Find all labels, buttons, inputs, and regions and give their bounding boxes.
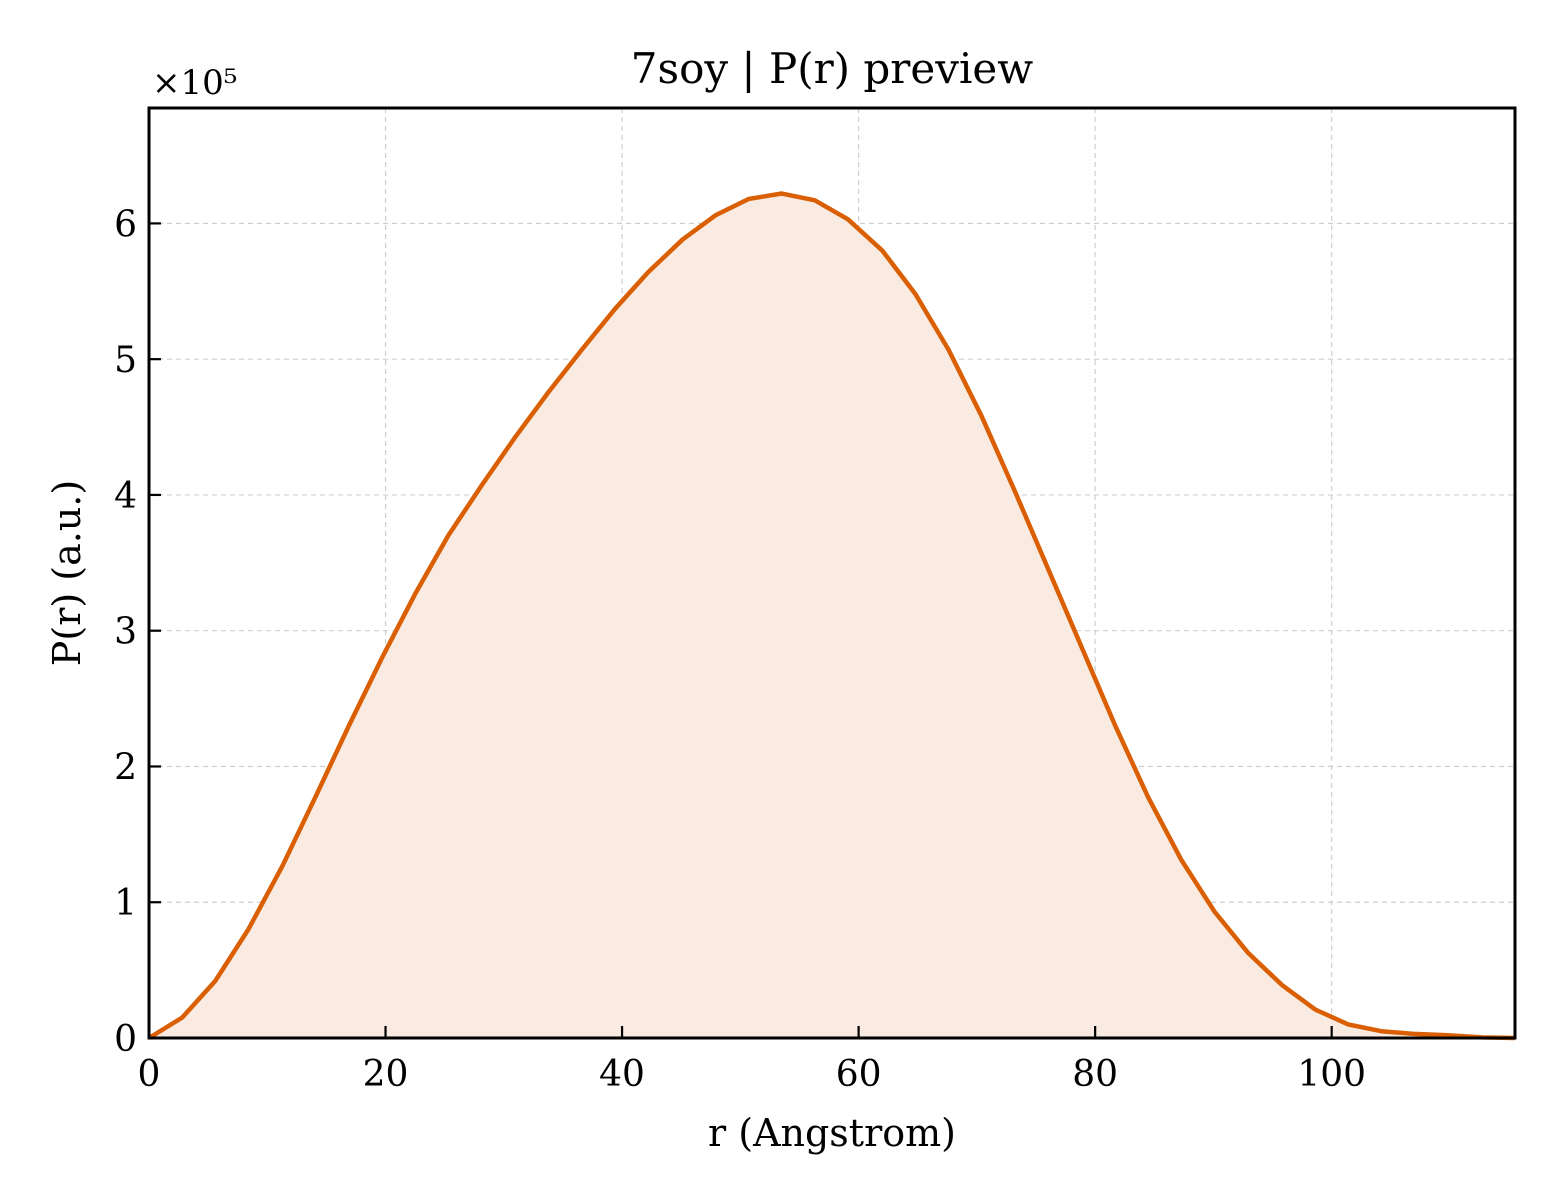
plot-frame — [147, 106, 1517, 1040]
y-tick-label: 6 — [114, 204, 137, 245]
x-tick-label: 40 — [599, 1054, 645, 1095]
pr-area-fill — [149, 193, 1515, 1038]
y-tick-label: 3 — [114, 612, 137, 653]
y-tick-label: 1 — [114, 883, 137, 924]
y-tick-label: 5 — [114, 340, 137, 381]
y-tick-label: 4 — [114, 476, 137, 517]
chart-title: 7soy | P(r) preview — [631, 44, 1033, 93]
x-tick-label: 20 — [363, 1054, 409, 1095]
y-offset-label: ×10⁵ — [152, 63, 237, 103]
x-tick-label: 0 — [138, 1054, 161, 1095]
x-axis-label: r (Angstrom) — [708, 1111, 956, 1155]
ticks: 0 20 40 60 80 100 0 1 2 3 4 5 6 — [114, 204, 1366, 1095]
y-tick-label: 0 — [114, 1019, 137, 1060]
y-tick-label: 2 — [114, 747, 137, 788]
x-tick-label: 80 — [1072, 1054, 1118, 1095]
x-tick-label: 100 — [1297, 1054, 1366, 1095]
y-axis-label: P(r) (a.u.) — [45, 480, 89, 666]
pr-series-line — [147, 191, 1516, 1041]
x-tick-label: 60 — [836, 1054, 882, 1095]
